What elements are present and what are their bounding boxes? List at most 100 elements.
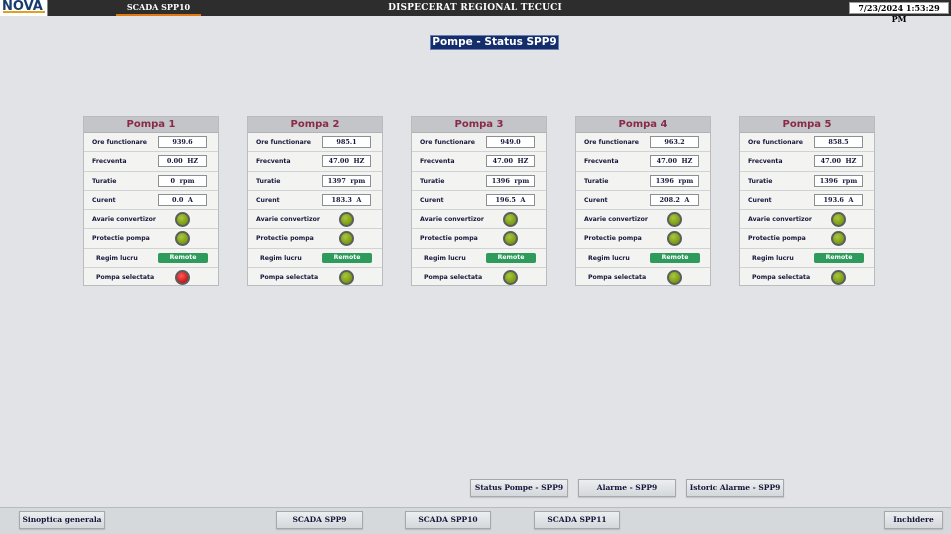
sinoptica-generala-button[interactable]: Sinoptica generala: [19, 511, 105, 529]
pump-row-turatie: Turatie 1396 rpm: [740, 172, 874, 191]
scada-spp10-button[interactable]: SCADA SPP10: [405, 511, 491, 529]
pump-row-ore: Ore functionare 858.5: [740, 133, 874, 153]
pump-row-frecventa: Frecventa 0.00 HZ: [84, 152, 218, 172]
avarie-status-led-icon: [503, 212, 518, 228]
pump-row-selectata: Pompa selectata: [248, 268, 382, 287]
selectata-label: Pompa selectata: [588, 274, 647, 282]
ore-label: Ore functionare: [92, 139, 147, 146]
regim-lucru-badge: Remote: [814, 252, 864, 263]
curent-label: Curent: [420, 196, 444, 204]
page-title: Pompe - Status SPP9: [430, 35, 559, 50]
status-pompe-button[interactable]: Status Pompe - SPP9: [470, 479, 568, 497]
pump-row-avarie: Avarie convertizor: [576, 210, 710, 230]
inchidere-button[interactable]: Inchidere: [884, 511, 943, 529]
selectata-label: Pompa selectata: [424, 274, 483, 282]
curent-value: 0.0 A: [158, 193, 207, 206]
ore-label: Ore functionare: [420, 139, 475, 146]
protectie-label: Protectie pompa: [584, 235, 642, 243]
frecventa-label: Frecventa: [92, 158, 127, 166]
selectata-label: Pompa selectata: [752, 274, 811, 282]
scada-spp11-button[interactable]: SCADA SPP11: [534, 511, 620, 529]
curent-value: 193.6 A: [814, 193, 863, 206]
ore-label: Ore functionare: [748, 139, 803, 146]
pump-row-ore: Ore functionare 939.6: [84, 133, 218, 153]
tab-scada-spp10[interactable]: SCADA SPP10: [116, 0, 201, 16]
avarie-label: Avarie convertizor: [584, 216, 648, 224]
ore-label: Ore functionare: [584, 139, 639, 146]
pump-row-ore: Ore functionare 963.2: [576, 133, 710, 153]
pump-panel: Pompa 1 Ore functionare 939.6 Frecventa 0.00…: [83, 116, 219, 286]
ore-value: 858.5: [814, 136, 863, 148]
istoric-alarme-button[interactable]: Istoric Alarme - SPP9: [686, 479, 784, 497]
logo-text: NOVA: [2, 0, 43, 14]
avarie-label: Avarie convertizor: [256, 216, 320, 224]
regim-lucru-badge: Remote: [322, 252, 372, 263]
pump-row-frecventa: Frecventa 47.00 HZ: [740, 152, 874, 172]
pump-row-frecventa: Frecventa 47.00 HZ: [412, 152, 546, 172]
pump-title: Pompa 5: [740, 117, 874, 133]
protectie-label: Protectie pompa: [420, 235, 478, 243]
protectie-status-led-icon: [503, 231, 518, 247]
turatie-label: Turatie: [748, 177, 773, 185]
ore-value: 949.0: [486, 136, 535, 148]
pump-row-avarie: Avarie convertizor: [84, 210, 218, 230]
avarie-status-led-icon: [339, 212, 354, 228]
pump-row-protectie: Protectie pompa: [576, 229, 710, 249]
pump-row-protectie: Protectie pompa: [740, 229, 874, 249]
pump-row-regim: Regim lucru Remote: [248, 249, 382, 269]
protectie-label: Protectie pompa: [256, 235, 314, 243]
selectata-label: Pompa selectata: [260, 274, 319, 282]
pump-row-regim: Regim lucru Remote: [576, 249, 710, 269]
pump-panel: Pompa 2 Ore functionare 985.1 Frecventa 47.0…: [247, 116, 383, 286]
logo-underline: [3, 11, 45, 13]
curent-value: 196.5 A: [486, 193, 535, 206]
frecventa-value: 47.00 HZ: [322, 155, 371, 168]
ore-value: 939.6: [158, 136, 207, 148]
frecventa-value: 47.00 HZ: [486, 155, 535, 168]
curent-label: Curent: [256, 196, 280, 204]
turatie-label: Turatie: [420, 177, 445, 185]
pump-title: Pompa 2: [248, 117, 382, 133]
avarie-status-led-icon: [175, 212, 190, 228]
selectata-status-led-icon: [175, 270, 190, 286]
selectata-status-led-icon: [339, 270, 354, 286]
curent-label: Curent: [92, 196, 116, 204]
selectata-status-led-icon: [667, 270, 682, 286]
pump-row-protectie: Protectie pompa: [84, 229, 218, 249]
curent-label: Curent: [584, 196, 608, 204]
nova-logo: NOVA: [0, 0, 48, 16]
turatie-value: 1396 rpm: [650, 174, 699, 187]
pump-row-frecventa: Frecventa 47.00 HZ: [248, 152, 382, 172]
pump-row-curent: Curent 183.3 A: [248, 191, 382, 211]
pump-row-regim: Regim lucru Remote: [84, 249, 218, 269]
turatie-label: Turatie: [92, 177, 117, 185]
pump-row-protectie: Protectie pompa: [248, 229, 382, 249]
top-bar: NOVA SCADA SPP10 DISPECERAT REGIONAL TEC…: [0, 0, 951, 24]
avarie-status-led-icon: [831, 212, 846, 228]
turatie-label: Turatie: [256, 177, 281, 185]
scada-spp9-button[interactable]: SCADA SPP9: [276, 511, 363, 529]
pump-row-avarie: Avarie convertizor: [412, 210, 546, 230]
turatie-value: 1397 rpm: [322, 174, 371, 187]
protectie-label: Protectie pompa: [92, 235, 150, 243]
regim-label: Regim lucru: [424, 254, 466, 262]
ore-label: Ore functionare: [256, 139, 311, 146]
selectata-status-led-icon: [831, 270, 846, 286]
pump-panel: Pompa 5 Ore functionare 858.5 Frecventa 47.0…: [739, 116, 875, 286]
curent-value: 208.2 A: [650, 193, 699, 206]
pump-panel: Pompa 3 Ore functionare 949.0 Frecventa 47.0…: [411, 116, 547, 286]
pump-row-avarie: Avarie convertizor: [248, 210, 382, 230]
pump-row-curent: Curent 196.5 A: [412, 191, 546, 211]
pump-row-regim: Regim lucru Remote: [412, 249, 546, 269]
frecventa-label: Frecventa: [748, 158, 783, 166]
frecventa-label: Frecventa: [420, 158, 455, 166]
pump-row-curent: Curent 0.0 A: [84, 191, 218, 211]
frecventa-label: Frecventa: [256, 158, 291, 166]
alarme-button[interactable]: Alarme - SPP9: [578, 479, 676, 497]
pump-row-turatie: Turatie 1396 rpm: [576, 172, 710, 191]
turatie-label: Turatie: [584, 177, 609, 185]
frecventa-label: Frecventa: [584, 158, 619, 166]
curent-value: 183.3 A: [322, 193, 371, 206]
pump-row-curent: Curent 193.6 A: [740, 191, 874, 211]
protectie-status-led-icon: [831, 231, 846, 247]
